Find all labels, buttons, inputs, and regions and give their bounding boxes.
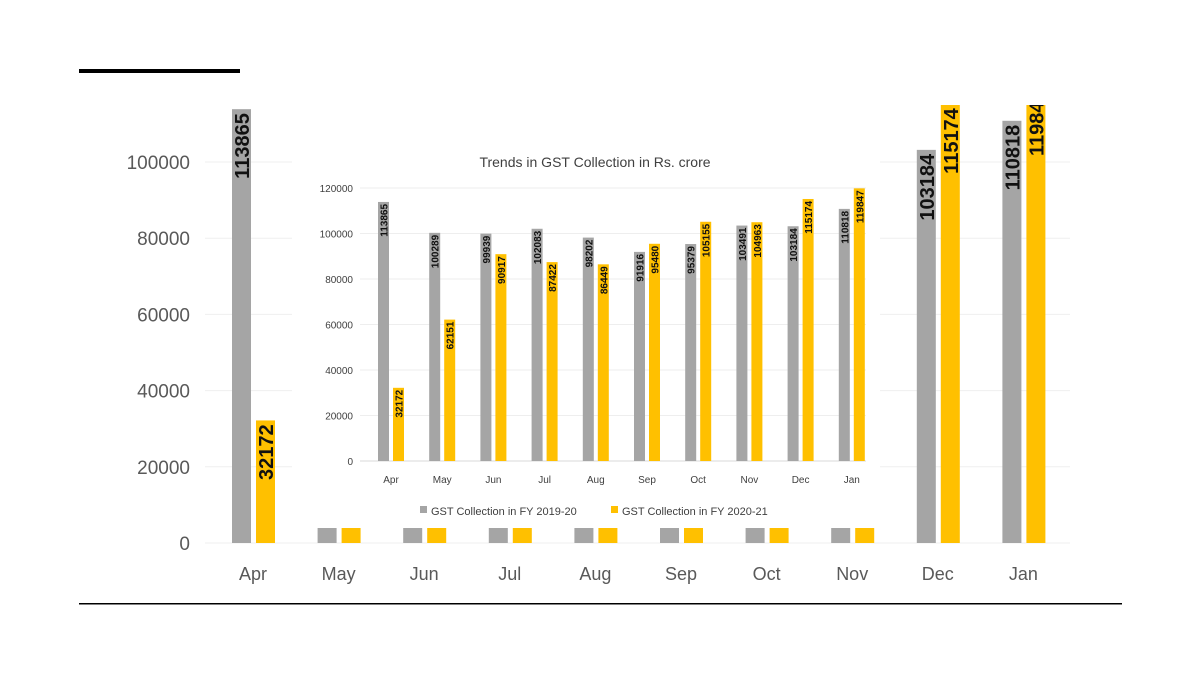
bg-bar-apr-0 (232, 109, 251, 543)
legend-swatch-2020-21 (611, 506, 618, 513)
bar-nov-2019-20 (736, 225, 748, 461)
data-label: 87422 (548, 264, 559, 292)
x-tick-label: Nov (741, 475, 759, 486)
bg-x-tick-label: Dec (922, 564, 954, 584)
bg-bar-dec-1 (940, 105, 960, 543)
bar-aug-2019-20 (582, 237, 594, 461)
bar-jul-2020-21 (546, 262, 558, 461)
bg-x-tick-label: Sep (665, 564, 697, 584)
bar-jun-2020-21 (495, 254, 507, 461)
data-label: 99939 (482, 235, 493, 263)
bg-bar-label: 110818 (1002, 125, 1024, 191)
data-label: 91916 (636, 253, 647, 281)
x-tick-label: May (433, 475, 452, 486)
data-label: 86449 (599, 266, 610, 294)
y-tick-label: 40000 (325, 366, 353, 377)
data-label: 62151 (446, 321, 457, 349)
bg-bar-jan-0 (1002, 120, 1022, 543)
bg-bar-label: 32172 (256, 424, 278, 480)
bottom-rule (79, 603, 1122, 605)
x-tick-label: Sep (638, 475, 656, 486)
data-label: 103184 (789, 228, 800, 262)
data-label: 98202 (584, 239, 595, 267)
bg-y-tick-label: 100000 (127, 153, 190, 174)
y-tick-label: 20000 (325, 412, 353, 423)
y-tick-label: 80000 (325, 275, 353, 286)
legend-label-2019-20: GST Collection in FY 2019-20 (431, 506, 577, 518)
bar-oct-2020-21 (700, 221, 712, 461)
bg-x-tick-label: Jul (498, 564, 521, 584)
bar-oct-2019-20 (685, 244, 697, 461)
data-label: 113865 (380, 204, 391, 237)
bg-bar-label: 103184 (917, 153, 939, 221)
data-label: 95379 (687, 246, 698, 274)
bg-x-tick-label: Jan (1009, 564, 1038, 584)
data-label: 110818 (840, 210, 851, 243)
data-label: 103491 (738, 227, 749, 261)
bg-bar-label: 113865 (232, 113, 254, 179)
y-tick-label: 120000 (320, 184, 354, 195)
bg-x-tick-label: May (322, 564, 356, 584)
bar-dec-2019-20 (787, 226, 799, 461)
inset-chart: 0 20000 40000 60000 80000 100000 120000 113865 3… (320, 184, 867, 486)
bg-bar-jan-1 (1026, 105, 1046, 543)
data-label: 119847 (855, 190, 866, 223)
bg-x-tick-label: Oct (753, 564, 781, 584)
legend-label-2020-21: GST Collection in FY 2020-21 (622, 506, 768, 518)
chart-title: Trends in GST Collection in Rs. crore (479, 154, 710, 170)
x-tick-label: Jul (538, 475, 551, 486)
data-label: 95480 (651, 245, 662, 273)
bg-y-tick-label: 80000 (137, 229, 190, 250)
bar-apr-2020-21 (393, 387, 404, 461)
x-tick-label: Jan (844, 475, 860, 486)
bg-x-tick-label: Jun (410, 564, 439, 584)
bar-sep-2020-21 (649, 243, 660, 461)
x-tick-label: Oct (690, 475, 706, 486)
legend-swatch-2019-20 (420, 506, 427, 513)
data-label: 90917 (497, 256, 508, 284)
bg-y-tick-label: 40000 (137, 382, 190, 403)
bar-jan-2019-20 (838, 208, 850, 461)
bar-sep-2019-20 (634, 251, 645, 461)
bg-y-tick-label: 0 (179, 534, 190, 555)
bg-y-tick-label: 20000 (137, 458, 190, 479)
bg-bar-apr-1 (256, 420, 275, 543)
bar-dec-2020-21 (802, 198, 814, 461)
bg-x-tick-label: Aug (579, 564, 611, 584)
legend: GST Collection in FY 2019-20 GST Collect… (420, 506, 768, 518)
bar-aug-2020-21 (597, 264, 609, 461)
y-tick-label: 0 (347, 457, 353, 468)
bg-bar-label: 115174 (941, 107, 963, 174)
top-rule (79, 69, 240, 73)
x-tick-label: Aug (587, 475, 605, 486)
bg-x-tick-label: Nov (836, 564, 868, 584)
bar-may-2020-21 (444, 319, 456, 461)
data-label: 100289 (431, 234, 442, 268)
data-label: 105155 (702, 223, 713, 257)
y-tick-label: 100000 (320, 230, 354, 241)
bar-jul-2019-20 (531, 228, 543, 461)
bg-bar-label: 119847 (1026, 90, 1048, 156)
bar-jan-2020-21 (853, 188, 865, 461)
data-label: 104963 (753, 224, 764, 258)
bg-bar-dec-0 (916, 149, 936, 543)
data-label: 102083 (533, 230, 544, 264)
x-tick-label: Dec (792, 475, 810, 486)
bar-jun-2019-20 (480, 233, 492, 461)
bg-y-tick-label: 60000 (137, 305, 190, 326)
data-label: 32172 (395, 389, 406, 417)
bar-may-2019-20 (429, 232, 441, 461)
bar-apr-2019-20 (378, 201, 389, 461)
data-label: 115174 (804, 201, 815, 234)
y-tick-label: 60000 (325, 321, 353, 332)
bar-nov-2020-21 (751, 222, 763, 461)
x-tick-label: Jun (485, 475, 501, 486)
bg-x-tick-label: Apr (239, 564, 267, 584)
x-tick-label: Apr (383, 475, 399, 486)
